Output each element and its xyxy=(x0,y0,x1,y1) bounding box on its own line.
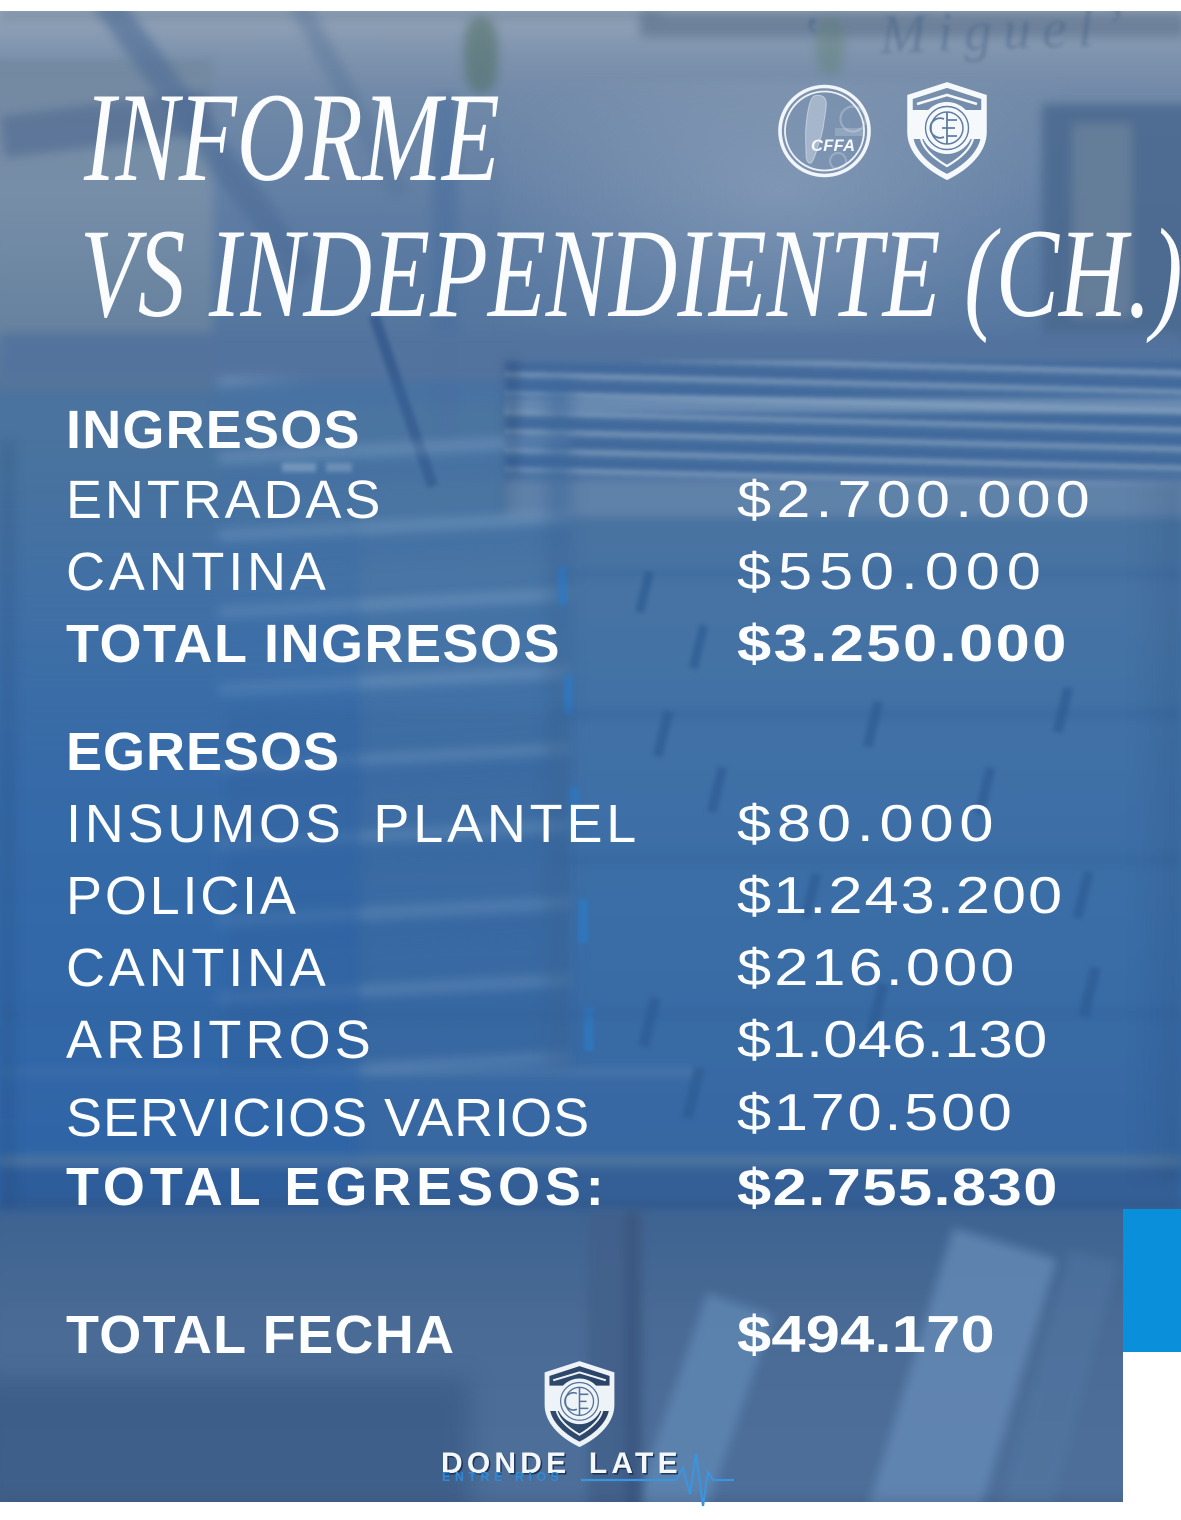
svg-text:CFFA: CFFA xyxy=(811,137,855,155)
